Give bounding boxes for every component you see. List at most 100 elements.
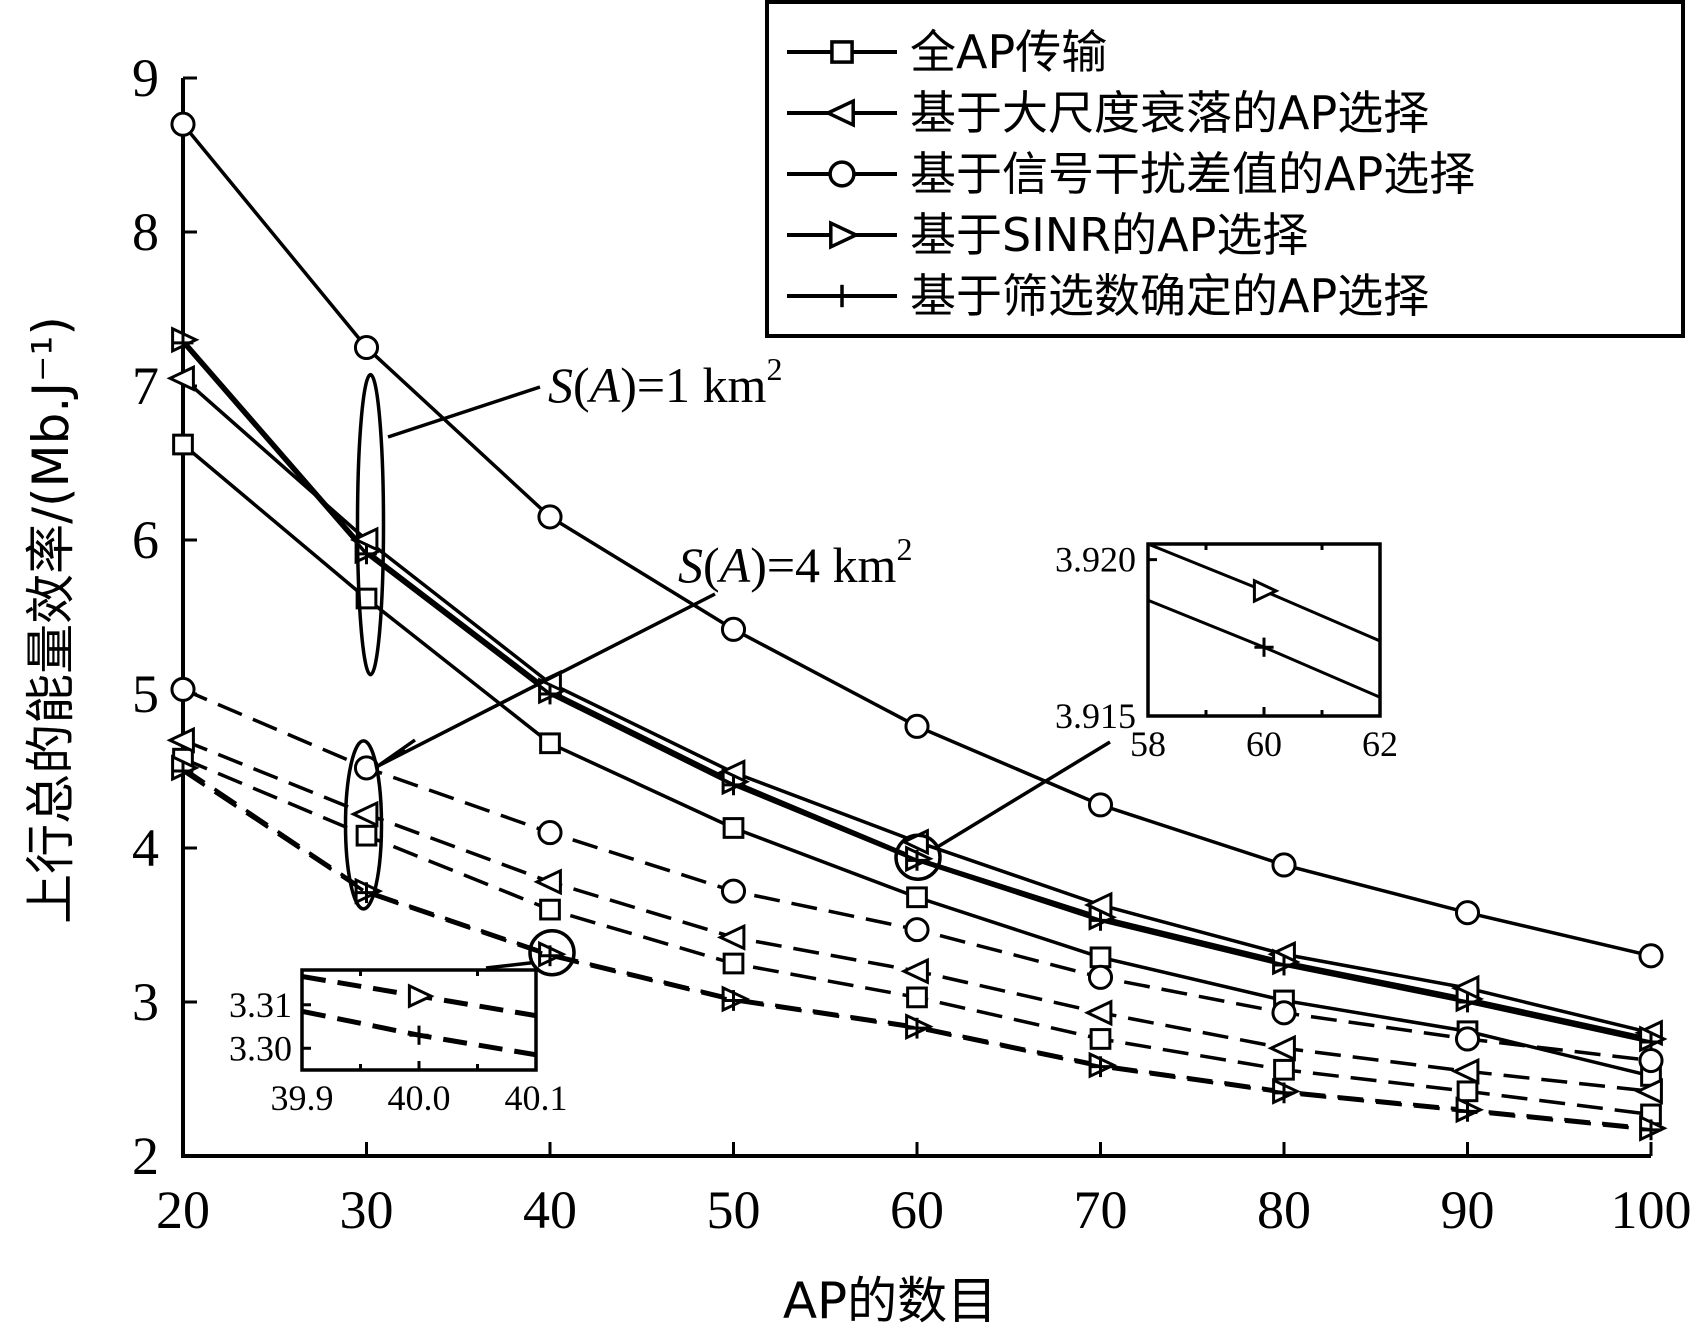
legend-label: 基于信号干扰差值的AP选择 bbox=[910, 147, 1475, 201]
inset-marker-plus bbox=[409, 1025, 429, 1045]
annotation-s1: S(A)=1 km2 bbox=[548, 351, 782, 413]
legend-label: 基于筛选数确定的AP选择 bbox=[910, 269, 1429, 323]
callout-ellipse-4km2 bbox=[343, 739, 384, 911]
legend-marker-plus bbox=[830, 284, 854, 308]
leader-4km2 bbox=[377, 592, 716, 768]
inset-60: 58 60 62 3.920 3.915 bbox=[1055, 540, 1398, 764]
data-point-circle bbox=[537, 820, 563, 846]
y-tick-label: 9 bbox=[132, 48, 159, 108]
legend-label: 基于SINR的AP选择 bbox=[910, 208, 1308, 262]
group-area-4km2 bbox=[166, 676, 1668, 1142]
y-tick-label: 6 bbox=[132, 510, 159, 570]
x-tick-label: 100 bbox=[1611, 1180, 1690, 1240]
leader-1km2 bbox=[387, 385, 541, 439]
data-point-circle bbox=[1454, 1026, 1481, 1052]
data-point-square bbox=[906, 986, 928, 1009]
data-point-circle bbox=[170, 676, 196, 702]
zoom-circle-60 bbox=[894, 833, 942, 881]
data-point-circle bbox=[1638, 1047, 1664, 1074]
data-point-plus bbox=[906, 849, 928, 871]
data-point-square bbox=[722, 952, 745, 975]
legend-marker-square bbox=[830, 40, 854, 64]
inset-y-tick-label: 3.915 bbox=[1055, 696, 1136, 736]
data-point-plus bbox=[1273, 954, 1295, 976]
data-point-circle bbox=[1087, 792, 1114, 818]
data-point-circle bbox=[904, 917, 930, 943]
series-line-plus bbox=[182, 769, 1652, 1132]
annotation-layer: 58 60 62 3.920 3.915 39.9 40.0 40.1 3.313.30 bbox=[229, 372, 1398, 1118]
y-tick-label: 7 bbox=[132, 356, 159, 416]
y-tick-label: 5 bbox=[132, 664, 159, 724]
data-point-circle bbox=[1454, 900, 1481, 926]
data-point-triangle-left bbox=[1634, 1077, 1663, 1105]
inset-60-frame bbox=[1146, 542, 1382, 718]
data-point-square bbox=[1456, 1080, 1479, 1103]
data-point-plus bbox=[1273, 1082, 1295, 1104]
zoom-leader-40 bbox=[485, 960, 533, 970]
data-point-plus bbox=[172, 760, 194, 782]
data-point-circle bbox=[904, 713, 930, 739]
inset-x-tick-label: 62 bbox=[1362, 724, 1398, 764]
series-line-triangle-right bbox=[182, 766, 1652, 1131]
legend-marker-circle bbox=[828, 160, 856, 188]
inset-marker-triangle-right bbox=[407, 983, 435, 1009]
data-point-circle bbox=[1271, 852, 1297, 878]
x-tick-label: 50 bbox=[707, 1180, 761, 1240]
data-point-circle bbox=[170, 111, 196, 137]
inset-x-tick-label: 60 bbox=[1246, 724, 1282, 764]
data-point-plus bbox=[539, 945, 561, 967]
data-point-plus bbox=[723, 990, 744, 1011]
x-tick-label: 90 bbox=[1441, 1180, 1495, 1240]
data-point-square bbox=[539, 732, 561, 755]
plot-area: 20 30 40 50 60 70 80 90 100 2 3 4 5 6 7 8 9 bbox=[132, 48, 1690, 1240]
data-point-plus bbox=[1457, 991, 1478, 1013]
data-point-circle bbox=[537, 504, 563, 530]
data-point-plus bbox=[1090, 909, 1111, 931]
legend: 全AP传输基于大尺度衰落的AP选择基于信号干扰差值的AP选择基于SINR的AP选… bbox=[765, 0, 1685, 338]
data-point-plus bbox=[723, 774, 744, 796]
legend-marker-triangle-left bbox=[823, 98, 855, 128]
zoom-leader-60 bbox=[936, 740, 1111, 849]
data-point-plus bbox=[1640, 1119, 1662, 1141]
inset-60-series bbox=[1148, 544, 1380, 699]
data-point-square bbox=[355, 824, 378, 847]
data-point-triangle-left bbox=[166, 726, 195, 754]
zoom-circle-40 bbox=[528, 928, 576, 977]
callout-ellipse-1km2 bbox=[355, 372, 386, 677]
data-point-plus bbox=[1457, 1100, 1478, 1122]
data-point-square bbox=[355, 587, 378, 610]
data-point-plus bbox=[539, 683, 561, 705]
data-point-square bbox=[172, 433, 194, 456]
annotation-s4: S(A)=4 km2 bbox=[678, 531, 912, 593]
inset-marker-triangle-right bbox=[1252, 578, 1280, 604]
data-point-triangle-left bbox=[716, 923, 746, 951]
inset-40-series bbox=[302, 974, 536, 1058]
data-point-plus bbox=[172, 332, 194, 354]
data-point-triangle-left bbox=[166, 364, 195, 392]
y-axis-label: 上行总的能量效率/(Mb.J⁻¹) bbox=[22, 316, 80, 924]
legend-label: 全AP传输 bbox=[910, 25, 1107, 79]
data-point-triangle-left bbox=[1083, 999, 1113, 1027]
inset-x-tick-label: 40.0 bbox=[388, 1078, 451, 1118]
x-tick-label: 40 bbox=[523, 1180, 577, 1240]
data-point-plus bbox=[1090, 1056, 1111, 1078]
legend-marker-triangle-right bbox=[829, 220, 861, 250]
x-tick-label: 70 bbox=[1074, 1180, 1128, 1240]
inset-y-tick-label: 3.30 bbox=[229, 1028, 292, 1068]
data-point-circle bbox=[720, 616, 747, 642]
inset-y-tick-label: 3.31 bbox=[229, 985, 292, 1025]
x-tick-label: 20 bbox=[156, 1180, 210, 1240]
legend-label: 基于大尺度衰落的AP选择 bbox=[910, 86, 1429, 140]
y-tick-label: 2 bbox=[132, 1126, 159, 1186]
inset-40: 39.9 40.0 40.1 3.313.30 bbox=[229, 968, 568, 1118]
inset-marker-plus bbox=[1254, 637, 1274, 657]
y-tick-label: 3 bbox=[132, 972, 159, 1032]
x-tick-label: 80 bbox=[1257, 1180, 1311, 1240]
data-point-triangle-left bbox=[1267, 1034, 1296, 1062]
inset-x-tick-label: 39.9 bbox=[271, 1078, 334, 1118]
data-point-plus bbox=[906, 1017, 928, 1039]
data-point-triangle-left bbox=[1450, 1057, 1480, 1085]
data-point-square bbox=[1089, 946, 1112, 969]
inset-y-tick-label: 3.920 bbox=[1055, 540, 1136, 580]
